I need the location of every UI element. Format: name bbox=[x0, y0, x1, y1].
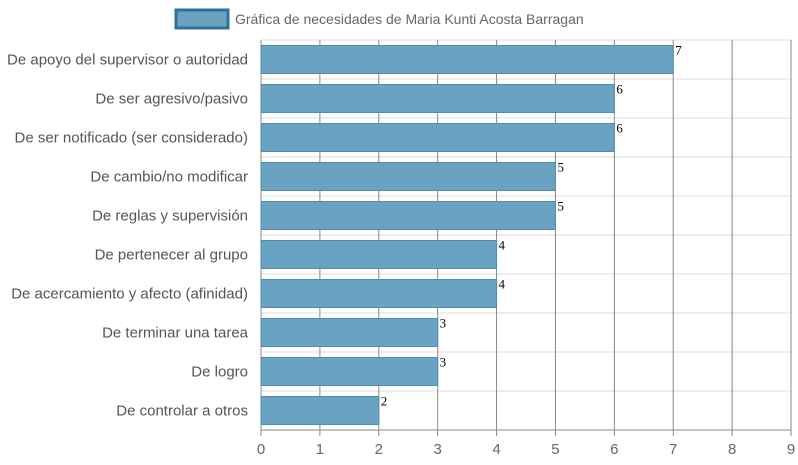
bar[interactable] bbox=[260, 84, 615, 113]
category-label: De acercamiento y afecto (afinidad) bbox=[11, 286, 248, 303]
category-label: De ser agresivo/pasivo bbox=[95, 91, 248, 108]
bar-value-label: 2 bbox=[381, 394, 388, 409]
legend-label[interactable]: Gráfica de necesidades de Maria Kunti Ac… bbox=[235, 11, 584, 27]
legend-swatch[interactable] bbox=[174, 8, 230, 30]
category-label: De ser notificado (ser considerado) bbox=[15, 130, 248, 147]
axis-layer: 0 1 2 3 4 5 6 7 8 9 De apoyo del supervisor o auto… bbox=[7, 52, 795, 459]
bar-value-label: 3 bbox=[440, 355, 447, 370]
x-tick-label: 7 bbox=[669, 441, 677, 458]
category-label: De cambio/no modificar bbox=[90, 169, 248, 186]
x-tick-label: 4 bbox=[492, 441, 500, 458]
x-tick-label: 3 bbox=[433, 441, 441, 458]
bar-value-label: 5 bbox=[557, 199, 564, 214]
bar-value-label: 6 bbox=[616, 82, 623, 97]
legend[interactable]: Gráfica de necesidades de Maria Kunti Ac… bbox=[174, 8, 584, 30]
category-label: De controlar a otros bbox=[116, 403, 248, 420]
category-label: De apoyo del supervisor o autoridad bbox=[7, 52, 248, 69]
bar-value-label: 7 bbox=[675, 43, 682, 58]
x-tick-label: 8 bbox=[728, 441, 736, 458]
bar[interactable] bbox=[260, 279, 498, 308]
bar-value-label: 5 bbox=[557, 160, 564, 175]
bar[interactable] bbox=[260, 201, 556, 230]
bar[interactable] bbox=[260, 318, 439, 347]
bar[interactable] bbox=[260, 396, 380, 425]
bar[interactable] bbox=[260, 240, 498, 269]
x-tick-label: 1 bbox=[316, 441, 324, 458]
bar-value-label: 3 bbox=[440, 316, 447, 331]
bar[interactable] bbox=[260, 45, 674, 74]
bars-layer: 7 6 6 5 5 4 4 3 3 2 bbox=[260, 43, 682, 425]
category-label: De terminar una tarea bbox=[102, 325, 249, 342]
x-tick-label: 0 bbox=[257, 441, 265, 458]
x-tick-label: 9 bbox=[787, 441, 795, 458]
bar-value-label: 4 bbox=[499, 277, 506, 292]
x-tick-label: 2 bbox=[375, 441, 383, 458]
bar-value-label: 6 bbox=[616, 121, 623, 136]
bar-value-label: 4 bbox=[499, 238, 506, 253]
x-tick-label: 6 bbox=[610, 441, 618, 458]
category-label: De pertenecer al grupo bbox=[95, 247, 248, 264]
bar[interactable] bbox=[260, 357, 439, 386]
bar[interactable] bbox=[260, 123, 615, 152]
bar[interactable] bbox=[260, 162, 556, 191]
category-label: De logro bbox=[191, 364, 248, 381]
x-tick-label: 5 bbox=[551, 441, 559, 458]
category-label: De reglas y supervisión bbox=[92, 208, 248, 225]
